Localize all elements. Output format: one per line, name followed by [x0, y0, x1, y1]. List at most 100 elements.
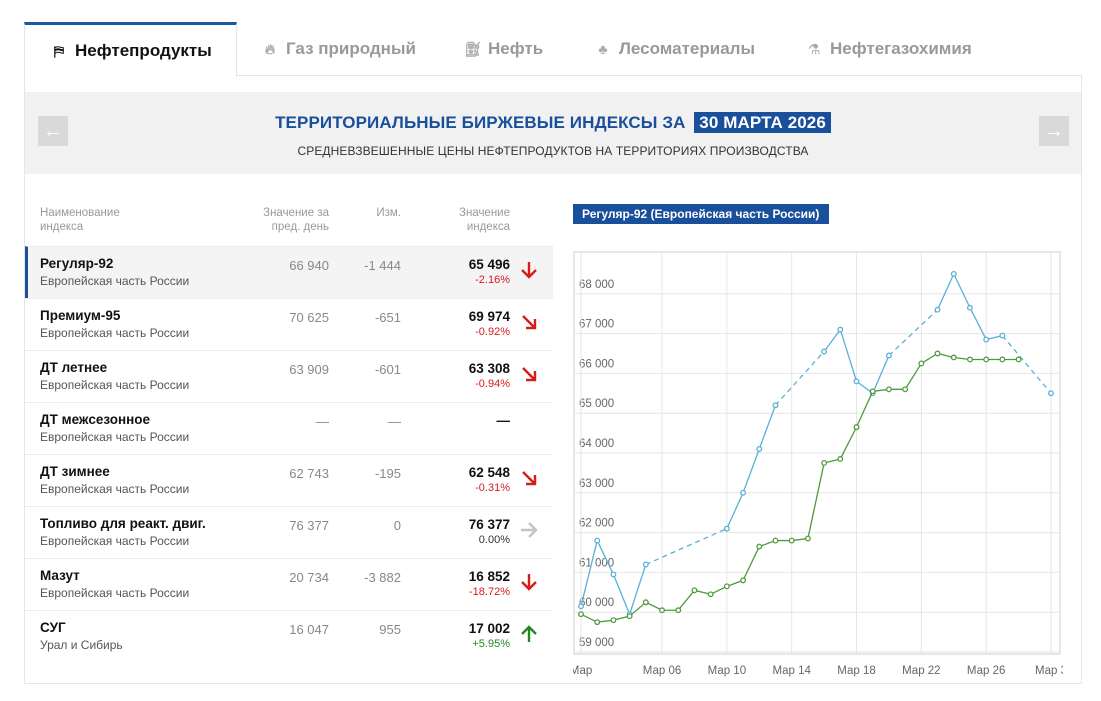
y-tick-label: 60 000	[579, 597, 614, 609]
prev-value: 62 743	[289, 466, 329, 481]
date-badge: 30 МАРТА 2026	[694, 112, 831, 133]
data-point	[821, 460, 828, 466]
x-tick-label: Мар 14	[772, 665, 811, 677]
series-line-segment	[742, 448, 760, 494]
tab-natural-gas[interactable]: 🔥︎ Газ природный	[262, 22, 416, 76]
x-tick-label: Мар 3	[1035, 665, 1063, 677]
banner-subtitle: СРЕДНЕВЗВЕШЕННЫЕ ЦЕНЫ НЕФТЕПРОДУКТОВ НА …	[297, 144, 809, 158]
table-row[interactable]: ДТ летнее Европейская часть России 63 909 -…	[25, 350, 553, 402]
index-name: ДТ зимнее	[40, 464, 110, 479]
data-point	[610, 617, 617, 624]
change-value: -1 444	[364, 258, 401, 273]
index-region: Европейская часть России	[40, 274, 190, 288]
x-tick-label: Мар 10	[708, 665, 747, 677]
percent-change: -0.92%	[475, 326, 510, 338]
data-point	[967, 304, 973, 311]
data-point	[821, 348, 828, 355]
y-tick-label: 66 000	[579, 358, 614, 370]
x-tick-label: Мар	[573, 665, 592, 677]
series-line-segment	[953, 273, 971, 309]
change-value: 0	[393, 518, 401, 533]
arrow-right-icon: →	[1044, 120, 1064, 142]
price-chart[interactable]: 59 000 60 000 61 000 62 000 63 000 64 000 65 0…	[573, 242, 1063, 682]
index-name: СУГ	[40, 620, 66, 635]
y-tick-label: 67 000	[579, 319, 614, 331]
series-line-segment	[839, 329, 858, 382]
chemistry-icon: ⚗︎	[807, 40, 821, 57]
data-point	[772, 402, 779, 409]
table-row[interactable]: Мазут Европейская часть России 20 734 -3 88…	[25, 558, 553, 610]
banner-title-text: ТЕРРИТОРИАЛЬНЫЕ БИРЖЕВЫЕ ИНДЕКСЫ ЗА	[275, 113, 686, 132]
x-tick-label: Мар 18	[837, 665, 876, 677]
data-point	[885, 386, 892, 393]
index-name: Регуляр-92	[40, 256, 114, 271]
y-tick-label: 61 000	[579, 557, 614, 569]
change-value: -651	[374, 310, 401, 325]
data-point	[642, 599, 649, 606]
table-row[interactable]: Топливо для реакт. двиг. Европейская част…	[25, 506, 553, 558]
change-value: -195	[374, 466, 401, 481]
data-point	[626, 613, 633, 620]
data-point	[902, 386, 909, 393]
series-line-segment	[596, 540, 614, 575]
series-line-segment	[612, 574, 631, 615]
table-row[interactable]: ДТ зимнее Европейская часть России 62 743 -…	[25, 454, 553, 506]
series-line-segment	[677, 589, 695, 611]
index-region: Европейская часть России	[40, 326, 190, 340]
table-body: Регуляр-92 Европейская часть России 66 940…	[25, 246, 553, 662]
data-point	[853, 378, 860, 385]
index-region: Европейская часть России	[40, 378, 190, 392]
data-point	[675, 607, 682, 614]
data-point	[772, 537, 779, 544]
tab-oil-products[interactable]: ⛿ Нефтепродукты	[24, 22, 237, 77]
table-row[interactable]: Премиум-95 Европейская часть России 70 625…	[25, 298, 553, 350]
series-line-segment	[969, 307, 987, 340]
data-point	[999, 332, 1006, 339]
commodity-tabs: ⛿ Нефтепродукты 🔥︎ Газ природный ⛽︎ Нефт…	[24, 22, 1082, 77]
series-line-segment	[710, 585, 728, 595]
header-value: Значение индекса	[459, 207, 510, 233]
series-line-segment	[629, 601, 647, 617]
data-point	[1015, 356, 1022, 363]
table-row[interactable]: Регуляр-92 Европейская часть России 66 940…	[25, 246, 553, 298]
change-value: -3 882	[364, 570, 401, 585]
data-point	[594, 619, 601, 626]
x-tick-label: Мар 22	[902, 665, 941, 677]
data-point	[983, 356, 990, 363]
series-line-segment	[580, 613, 598, 623]
percent-change: +5.95%	[472, 638, 510, 650]
prev-date-button[interactable]: ←	[38, 116, 68, 146]
series-line-segment	[645, 601, 663, 611]
oil-pump-icon: ⛽︎	[464, 40, 482, 57]
series-line-segment	[904, 363, 922, 390]
prev-value: 20 734	[289, 570, 329, 585]
series-line-segment	[921, 352, 938, 364]
data-point	[691, 587, 698, 594]
data-point	[723, 583, 730, 590]
series-line-segment	[742, 546, 760, 581]
data-point	[707, 591, 714, 598]
data-point	[659, 607, 665, 614]
tab-petrochemistry[interactable]: ⚗︎ Нефтегазохимия	[806, 22, 972, 76]
tab-timber[interactable]: ♣ Лесоматериалы	[595, 22, 755, 76]
data-point	[950, 270, 957, 277]
index-region: Урал и Сибирь	[40, 638, 123, 652]
header-name: Наименование индекса	[40, 207, 120, 233]
data-point	[999, 356, 1006, 363]
data-point	[610, 571, 617, 578]
data-point	[853, 424, 860, 431]
flame-icon: 🔥︎	[264, 40, 276, 57]
arrow-right-icon	[521, 522, 538, 538]
index-table: Наименование индекса Значение за пред. ден…	[25, 194, 553, 662]
table-row[interactable]: СУГ Урал и Сибирь 16 047 955 17 002 +5.95%	[25, 610, 553, 662]
table-row[interactable]: ДТ межсезонное Европейская часть России — —…	[25, 402, 553, 454]
index-region: Европейская часть России	[40, 482, 190, 496]
next-date-button[interactable]: →	[1039, 116, 1069, 146]
tab-oil[interactable]: ⛽︎ Нефть	[464, 22, 543, 76]
data-point	[740, 577, 747, 584]
index-value: 63 308	[468, 361, 510, 376]
series-gap-line	[645, 528, 728, 566]
arrow-down-right-icon	[522, 315, 537, 330]
index-name: Мазут	[40, 568, 80, 583]
index-region: Европейская часть России	[40, 534, 190, 548]
